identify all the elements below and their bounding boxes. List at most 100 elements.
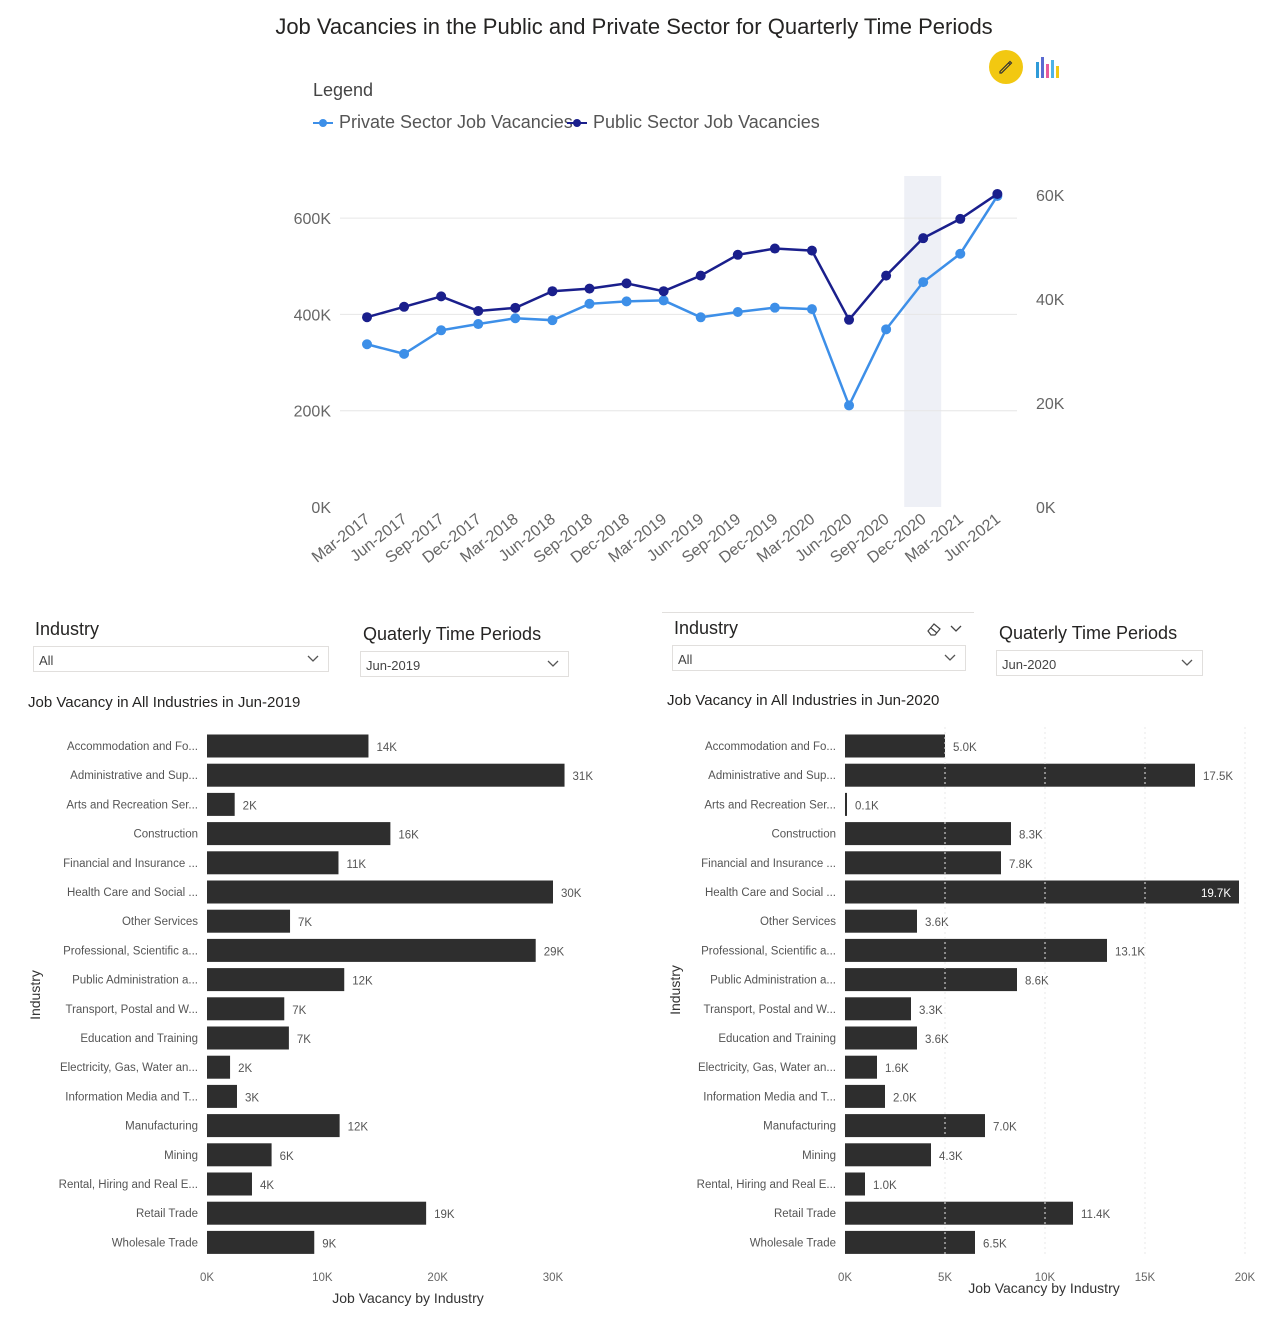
category-label: Transport, Postal and W... — [703, 1004, 836, 1016]
data-label: 7K — [297, 1034, 311, 1046]
data-point-private — [695, 312, 706, 323]
data-point-public — [844, 314, 855, 325]
data-label: 8.6K — [1025, 976, 1049, 988]
line-chart: 0K200K400K600K0K20K40K60KMar-2017Jun-201… — [294, 176, 1065, 567]
chevron-down-icon[interactable] — [949, 622, 963, 636]
data-point-private — [362, 339, 372, 350]
data-point-public — [399, 301, 410, 312]
category-label: Electricity, Gas, Water an... — [698, 1062, 836, 1074]
bar — [845, 938, 1107, 962]
category-label: Administrative and Sup... — [70, 770, 198, 782]
bar — [207, 968, 345, 992]
chevron-down-icon — [944, 654, 956, 661]
x-tick-label: 10K — [1035, 1272, 1056, 1284]
bar — [207, 792, 235, 816]
right-industry-value: All — [678, 652, 693, 667]
data-point-private — [806, 304, 817, 315]
legend-label-public: Public Sector Job Vacancies — [593, 112, 820, 132]
right-period-dropdown[interactable]: Jun-2020 — [996, 650, 1203, 676]
data-label: 11K — [346, 859, 366, 871]
data-point-public — [769, 243, 780, 254]
category-label: Arts and Recreation Ser... — [704, 799, 836, 811]
y-right-tick: 0K — [1036, 500, 1056, 517]
bar — [845, 1230, 975, 1254]
data-label: 17.5K — [1203, 771, 1233, 783]
chevron-down-icon — [307, 655, 319, 662]
y-left-tick: 0K — [311, 500, 331, 517]
bar — [207, 1084, 237, 1108]
category-label: Mining — [802, 1150, 836, 1162]
x-tick-label: 0K — [200, 1272, 214, 1284]
x-axis-title: Job Vacancy by Industry — [968, 1280, 1119, 1296]
y-right-tick: 40K — [1036, 292, 1065, 309]
right-industry-label: Industry — [674, 618, 739, 638]
legend-item-public[interactable]: Public Sector Job Vacancies — [567, 112, 820, 133]
data-label: 31K — [573, 771, 594, 783]
data-point-public — [732, 249, 743, 260]
data-point-public — [584, 283, 595, 294]
bar — [845, 1026, 917, 1050]
bar — [207, 763, 565, 787]
slicer-tools — [925, 620, 965, 638]
bar — [845, 968, 1017, 992]
bar-chart-left: Accommodation and Fo... 14K Administrative… — [27, 734, 594, 1306]
data-point-private — [732, 306, 743, 317]
legend-title: Legend — [313, 80, 374, 100]
category-label: Construction — [771, 829, 836, 841]
data-label: 19.7K — [1201, 888, 1231, 900]
data-label: 7.8K — [1009, 859, 1033, 871]
series-line-private — [366, 195, 999, 409]
bar — [207, 938, 536, 962]
category-label: Retail Trade — [774, 1208, 836, 1220]
data-point-public — [881, 270, 892, 281]
bar — [845, 822, 1011, 846]
bar — [845, 763, 1195, 787]
category-label: Accommodation and Fo... — [705, 741, 836, 753]
data-point-private — [547, 315, 558, 326]
data-label: 2K — [238, 1063, 252, 1075]
data-point-public — [695, 270, 706, 281]
data-point-public — [510, 302, 521, 313]
data-point-public — [918, 233, 929, 244]
category-label: Administrative and Sup... — [708, 770, 836, 782]
x-tick-label: 30K — [543, 1272, 564, 1284]
bar — [845, 1114, 985, 1138]
bar — [845, 997, 911, 1021]
legend-label-private: Private Sector Job Vacancies — [339, 112, 573, 132]
chevron-down-icon — [1181, 659, 1193, 666]
bar — [207, 1201, 427, 1225]
eraser-icon[interactable] — [925, 620, 943, 638]
x-tick-label: 10K — [312, 1272, 333, 1284]
legend-item-private[interactable]: Private Sector Job Vacancies — [313, 112, 573, 133]
left-industry-label: Industry — [35, 619, 100, 639]
bar — [845, 1172, 865, 1196]
bar — [845, 792, 847, 816]
right-industry-dropdown[interactable]: All — [672, 645, 966, 671]
y-left-tick: 400K — [294, 307, 332, 324]
data-point-private — [399, 348, 410, 359]
data-label: 11.4K — [1081, 1209, 1111, 1221]
data-label: 0.1K — [855, 800, 879, 812]
data-point-private — [918, 277, 929, 288]
bar — [845, 1143, 931, 1167]
data-label: 4.3K — [939, 1151, 963, 1163]
series-line-public — [366, 192, 999, 323]
x-tick-label: 5K — [938, 1272, 952, 1284]
category-label: Financial and Insurance ... — [701, 858, 836, 870]
left-period-dropdown[interactable]: Jun-2019 — [360, 651, 569, 677]
left-industry-dropdown[interactable]: All — [33, 646, 329, 672]
category-label: Arts and Recreation Ser... — [66, 799, 198, 811]
category-label: Professional, Scientific a... — [701, 945, 836, 957]
bar — [845, 734, 945, 758]
y-left-tick: 600K — [294, 211, 332, 228]
edit-button[interactable] — [989, 50, 1023, 84]
bar — [845, 851, 1001, 875]
data-label: 7.0K — [993, 1122, 1017, 1134]
bar-chart-icon[interactable] — [1034, 54, 1062, 80]
data-label: 7K — [298, 917, 312, 929]
bar — [207, 1230, 315, 1254]
data-label: 16K — [398, 830, 419, 842]
data-label: 2.0K — [893, 1092, 917, 1104]
category-label: Professional, Scientific a... — [63, 945, 198, 957]
bar-chart-right-title: Job Vacancy in All Industries in Jun-202… — [667, 692, 940, 709]
